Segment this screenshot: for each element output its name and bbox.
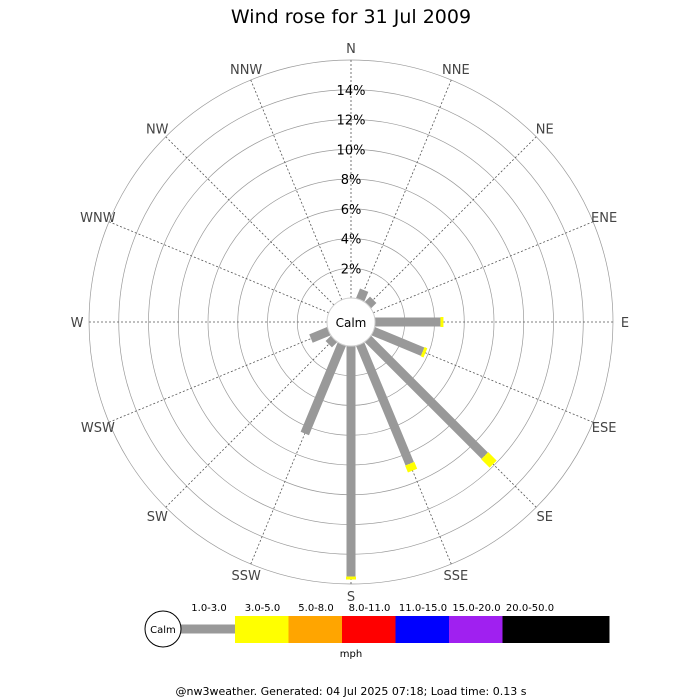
direction-label-w: W — [71, 316, 84, 331]
radial-tick-label: 14% — [337, 84, 366, 99]
direction-label-sse: SSE — [444, 569, 469, 584]
petal-ese-bin-2 — [420, 347, 428, 358]
footer-text: @nw3weather. Generated: 04 Jul 2025 07:1… — [176, 685, 527, 698]
direction-label-wsw: WSW — [81, 421, 115, 436]
legend-swatch — [502, 616, 556, 643]
legend-calm-label: Calm — [150, 625, 176, 636]
direction-label-nne: NNE — [442, 63, 470, 78]
direction-label-ssw: SSW — [231, 569, 261, 584]
direction-label-s: S — [347, 590, 355, 605]
calm-circle — [326, 297, 376, 347]
legend-swatch — [288, 616, 342, 643]
speed-legend: Calm 1.0-3.0 3.0-5.0 5.0-8.0 8.0-11.0 11.0-1… — [144, 603, 610, 660]
legend-label: 3.0-5.0 — [245, 603, 280, 614]
direction-label-nw: NW — [146, 122, 169, 137]
petal-se-bin-2 — [481, 452, 497, 468]
direction-label-ese: ESE — [592, 421, 617, 436]
radial-tick-label: 12% — [337, 114, 366, 129]
direction-label-e: E — [621, 316, 629, 331]
legend-label: 5.0-8.0 — [298, 603, 333, 614]
petal-ssw-bin-1 — [300, 342, 346, 436]
petal-ese-bin-1 — [371, 327, 425, 356]
legend-swatch — [449, 616, 503, 643]
direction-label-wnw: WNW — [80, 211, 116, 226]
direction-labels: N NNE NE ENE E ESE SE SSE S SSW SW WSW W WNW NW NNW — [71, 42, 630, 605]
radial-tick-label: 2% — [341, 262, 362, 277]
petal-se-bin-1 — [364, 335, 488, 459]
legend-swatch — [235, 616, 289, 643]
radial-tick-label: 4% — [341, 233, 362, 248]
legend-label: 8.0-11.0 — [349, 603, 391, 614]
legend-unit: mph — [340, 649, 362, 660]
legend-label: 1.0-3.0 — [191, 603, 226, 614]
direction-label-n: N — [346, 42, 356, 57]
radial-tick-label: 6% — [341, 203, 362, 218]
radial-tick-label: 8% — [341, 173, 362, 188]
chart-title: Wind rose for 31 Jul 2009 — [231, 6, 471, 28]
petal-nne-bin-1 — [356, 288, 369, 302]
direction-label-se: SE — [537, 510, 553, 525]
legend-swatch — [395, 616, 449, 643]
legend-label: 15.0-20.0 — [452, 603, 500, 614]
legend-calm-circle — [144, 610, 182, 648]
calm-label: Calm — [336, 316, 367, 330]
petal-sse-bin-2 — [405, 461, 418, 473]
legend-swatch — [556, 616, 610, 643]
radial-tick-label: 10% — [337, 143, 366, 158]
radial-tick-labels: 2% 4% 6% 8% 10% 12% 14% — [337, 84, 366, 278]
legend-label: 11.0-15.0 — [399, 603, 447, 614]
direction-label-ne: NE — [536, 122, 554, 137]
petal-sw-bin-1 — [325, 335, 338, 348]
petal-wsw-bin-1 — [309, 327, 331, 343]
direction-label-sw: SW — [147, 510, 168, 525]
direction-label-nnw: NNW — [230, 63, 262, 78]
petal-sse-bin-1 — [356, 342, 414, 466]
direction-label-ene: ENE — [591, 211, 617, 226]
legend-label: 20.0-50.0 — [506, 603, 554, 614]
petal-ne-bin-1 — [364, 296, 377, 309]
legend-swatch — [342, 616, 396, 643]
wind-petals — [300, 288, 497, 580]
legend-items: 1.0-3.0 3.0-5.0 5.0-8.0 8.0-11.0 11.0-15.0 15… — [191, 603, 610, 643]
